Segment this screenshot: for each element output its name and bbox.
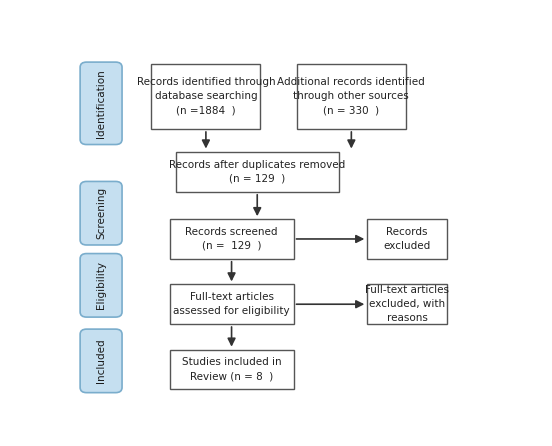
Text: Full-text articles
assessed for eligibility: Full-text articles assessed for eligibil… bbox=[173, 292, 290, 316]
FancyBboxPatch shape bbox=[80, 254, 122, 317]
FancyBboxPatch shape bbox=[169, 219, 294, 259]
Text: Records
excluded: Records excluded bbox=[383, 227, 431, 251]
FancyBboxPatch shape bbox=[169, 285, 294, 324]
Text: Additional records identified
through other sources
(n = 330  ): Additional records identified through ot… bbox=[278, 78, 425, 116]
Text: Studies included in
Review (n = 8  ): Studies included in Review (n = 8 ) bbox=[182, 357, 282, 381]
FancyBboxPatch shape bbox=[176, 152, 338, 192]
FancyBboxPatch shape bbox=[297, 64, 406, 129]
FancyBboxPatch shape bbox=[169, 350, 294, 389]
FancyBboxPatch shape bbox=[368, 219, 447, 259]
Text: Screening: Screening bbox=[96, 187, 106, 239]
FancyBboxPatch shape bbox=[151, 64, 261, 129]
FancyBboxPatch shape bbox=[80, 182, 122, 245]
Text: Records screened
(n =  129  ): Records screened (n = 129 ) bbox=[185, 227, 278, 251]
FancyBboxPatch shape bbox=[80, 329, 122, 392]
Text: Identification: Identification bbox=[96, 69, 106, 138]
Text: Full-text articles
excluded, with
reasons: Full-text articles excluded, with reason… bbox=[365, 285, 449, 323]
Text: Records after duplicates removed
(n = 129  ): Records after duplicates removed (n = 12… bbox=[169, 160, 346, 184]
FancyBboxPatch shape bbox=[368, 285, 447, 324]
FancyBboxPatch shape bbox=[80, 62, 122, 145]
Text: Eligibility: Eligibility bbox=[96, 261, 106, 310]
Text: Included: Included bbox=[96, 339, 106, 383]
Text: Records identified through
database searching
(n =1884  ): Records identified through database sear… bbox=[136, 78, 275, 116]
